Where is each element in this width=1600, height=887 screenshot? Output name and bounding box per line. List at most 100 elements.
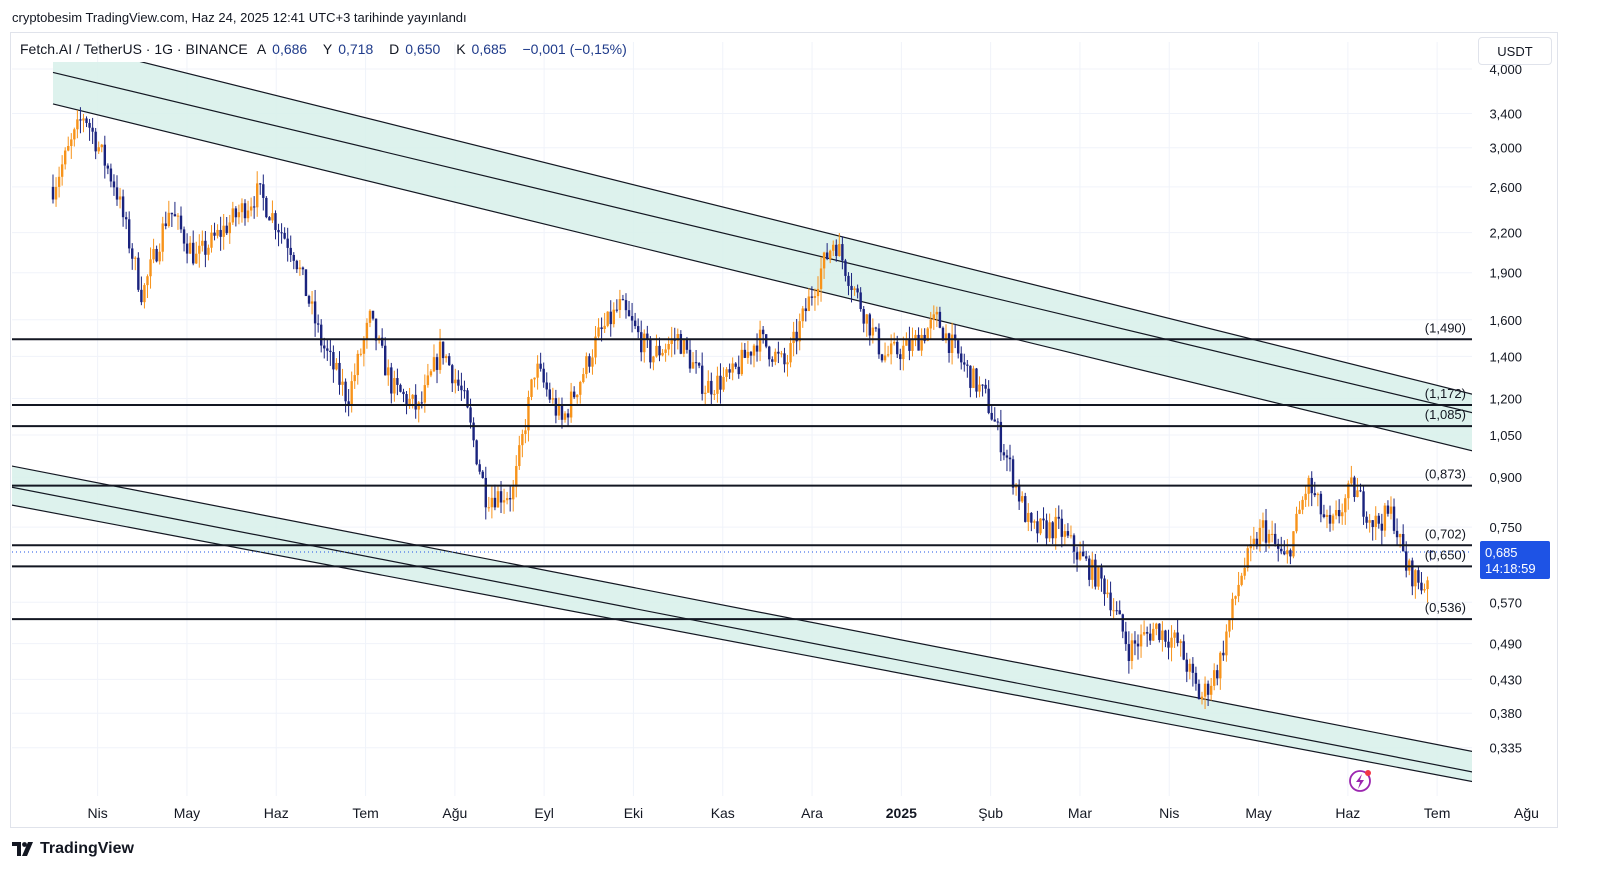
candle-body[interactable] [1078, 551, 1082, 560]
candle-body[interactable] [1167, 641, 1170, 648]
candle-body[interactable] [880, 354, 884, 361]
candle-body[interactable] [402, 391, 405, 395]
candle-body[interactable] [304, 269, 308, 297]
candle-body[interactable] [591, 357, 594, 367]
candle-body[interactable] [764, 334, 768, 347]
candle-body[interactable] [1060, 518, 1064, 537]
candle-body[interactable] [633, 320, 637, 327]
candle-body[interactable] [149, 259, 152, 277]
candle-body[interactable] [1353, 477, 1356, 498]
candle-body[interactable] [146, 276, 149, 286]
candle-body[interactable] [731, 363, 734, 373]
candle-body[interactable] [390, 367, 393, 394]
candle-body[interactable] [51, 186, 55, 200]
candle-body[interactable] [832, 244, 835, 251]
candle-body[interactable] [862, 309, 865, 324]
candle-body[interactable] [444, 356, 448, 359]
candle-body[interactable] [158, 251, 161, 262]
candle-body[interactable] [691, 362, 695, 369]
candle-body[interactable] [984, 384, 987, 389]
candle-body[interactable] [780, 353, 783, 355]
candle-body[interactable] [1304, 493, 1307, 500]
candle-body[interactable] [219, 229, 222, 237]
candle-body[interactable] [1017, 484, 1021, 502]
candle-body[interactable] [969, 365, 972, 388]
candle-body[interactable] [682, 339, 686, 354]
candle-body[interactable] [97, 147, 100, 152]
candle-body[interactable] [1295, 513, 1298, 532]
candle-body[interactable] [856, 288, 859, 293]
candle-body[interactable] [201, 240, 204, 246]
candle-body[interactable] [1365, 516, 1368, 523]
candle-body[interactable] [1258, 527, 1262, 547]
candle-body[interactable] [658, 345, 661, 356]
candle-body[interactable] [1173, 632, 1176, 638]
candle-body[interactable] [963, 362, 966, 365]
candle-body[interactable] [1094, 559, 1097, 587]
candle-body[interactable] [868, 314, 872, 336]
candle-body[interactable] [710, 380, 713, 395]
candle-body[interactable] [356, 353, 359, 376]
candle-body[interactable] [838, 244, 841, 256]
candle-body[interactable] [429, 371, 433, 376]
candle-body[interactable] [1328, 514, 1332, 524]
candle-body[interactable] [737, 366, 740, 375]
candle-body[interactable] [752, 345, 756, 356]
candle-body[interactable] [612, 309, 615, 325]
candle-body[interactable] [813, 296, 817, 298]
candle-body[interactable] [627, 310, 631, 317]
candle-body[interactable] [1002, 452, 1006, 456]
candle-body[interactable] [124, 217, 128, 220]
candle-body[interactable] [115, 187, 119, 200]
candle-body[interactable] [615, 309, 619, 311]
candle-body[interactable] [1042, 518, 1045, 521]
candle-body[interactable] [420, 402, 423, 404]
candle-body[interactable] [646, 333, 649, 340]
candle-body[interactable] [298, 267, 302, 270]
candle-body[interactable] [301, 267, 305, 270]
candle-body[interactable] [204, 240, 207, 255]
candle-body[interactable] [539, 363, 542, 369]
candle-body[interactable] [521, 434, 524, 446]
candle-body[interactable] [274, 213, 277, 230]
candle-body[interactable] [896, 341, 899, 355]
candle-body[interactable] [1209, 685, 1213, 695]
candle-body[interactable] [1219, 652, 1222, 679]
candle-body[interactable] [164, 223, 167, 227]
candle-body[interactable] [1057, 516, 1060, 519]
candle-body[interactable] [63, 150, 67, 165]
candle-body[interactable] [1133, 640, 1137, 644]
candle-body[interactable] [283, 232, 286, 239]
candle-body[interactable] [609, 311, 612, 325]
candle-body[interactable] [527, 396, 530, 431]
candle-body[interactable] [661, 352, 664, 356]
candle-body[interactable] [496, 491, 500, 508]
candle-body[interactable] [844, 260, 847, 276]
candle-body[interactable] [67, 146, 70, 151]
candle-body[interactable] [240, 203, 244, 213]
candle-body[interactable] [1292, 531, 1295, 557]
candle-body[interactable] [118, 196, 122, 200]
candle-body[interactable] [1267, 533, 1271, 543]
candle-body[interactable] [295, 260, 299, 270]
candle-body[interactable] [121, 196, 125, 218]
candle-body[interactable] [859, 292, 862, 310]
candle-body[interactable] [1319, 493, 1323, 515]
candle-body[interactable] [265, 197, 268, 218]
candle-body[interactable] [835, 244, 838, 256]
candle-body[interactable] [1020, 496, 1024, 502]
lower-channel[interactable] [8, 465, 1517, 790]
candle-body[interactable] [1283, 551, 1286, 555]
candle-body[interactable] [807, 296, 811, 312]
lightning-alert-icon[interactable] [1349, 770, 1371, 792]
candle-body[interactable] [347, 401, 350, 406]
candle-body[interactable] [1033, 521, 1036, 523]
candle-body[interactable] [1277, 543, 1280, 549]
candle-body[interactable] [277, 229, 280, 233]
candle-body[interactable] [636, 326, 640, 333]
candle-body[interactable] [1084, 556, 1088, 559]
candle-body[interactable] [188, 242, 192, 254]
currency-button[interactable]: USDT [1478, 37, 1552, 65]
candle-body[interactable] [475, 440, 478, 465]
candle-body[interactable] [326, 348, 329, 351]
